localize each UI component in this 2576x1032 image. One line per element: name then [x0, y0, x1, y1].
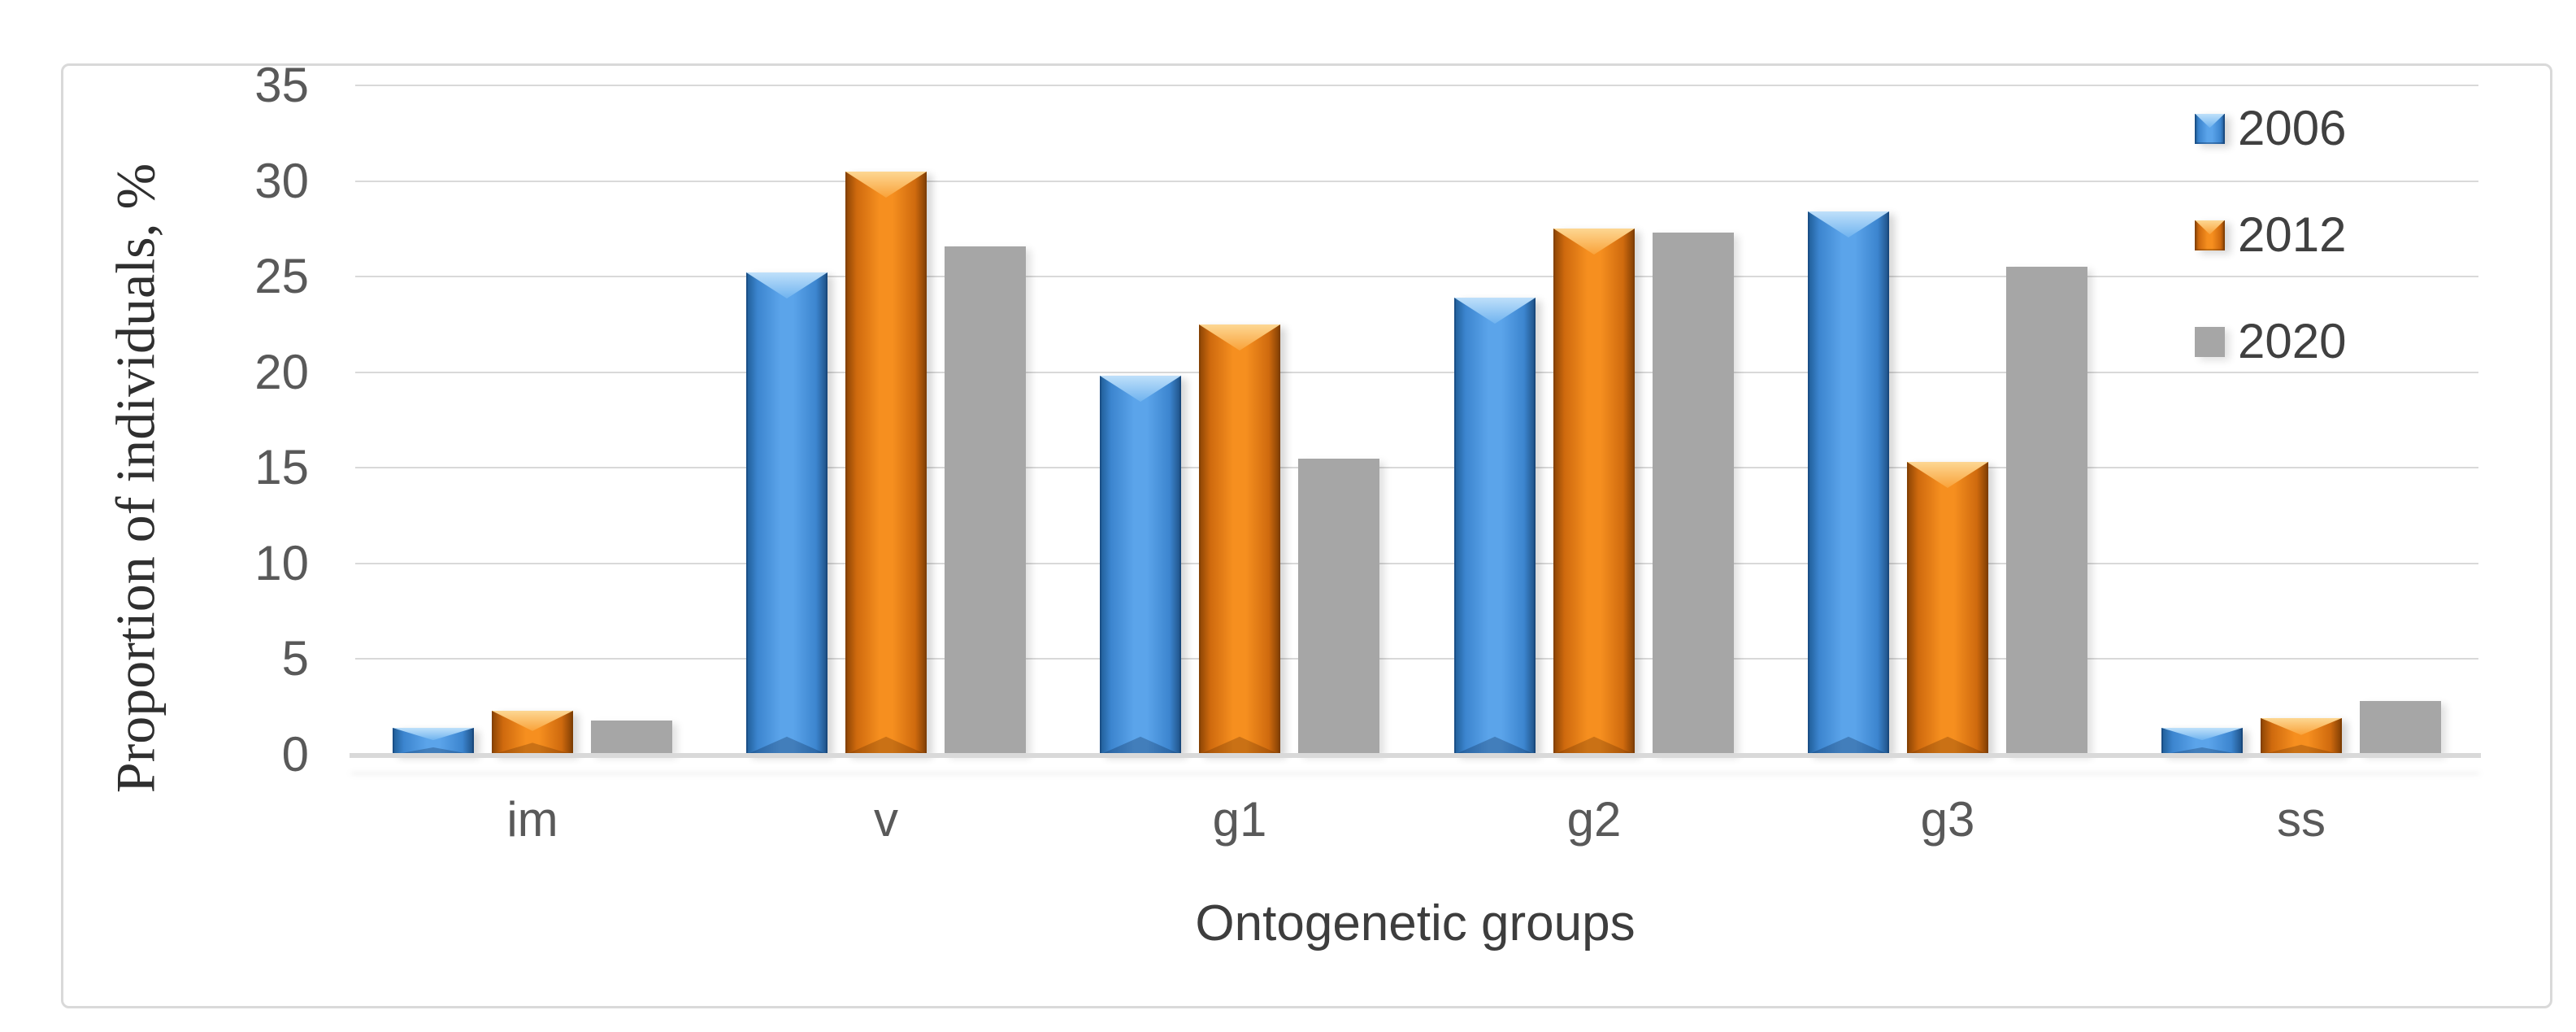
gridline-y5	[355, 658, 2478, 660]
bar-bevel-highlight	[492, 711, 573, 731]
bar-2012-ss	[2261, 718, 2342, 755]
y-tick-label-10: 10	[254, 535, 309, 590]
gridline-y35	[355, 85, 2478, 86]
gridline-y10	[355, 562, 2478, 564]
bar-bevel-highlight	[1100, 376, 1181, 402]
bar-bevel-highlight	[746, 272, 828, 298]
legend-marker-bevel	[2195, 113, 2225, 128]
bar-2020-v	[945, 246, 1026, 755]
bar-bevel-highlight	[1907, 462, 1988, 488]
y-tick-label-25: 25	[254, 249, 309, 304]
legend-item-2006: 2006	[2195, 98, 2346, 159]
bar-bevel-highlight	[1808, 211, 1889, 237]
bar-bevel-shadow	[1100, 736, 1181, 755]
x-category-label-v: v	[874, 792, 898, 847]
bar-2012-g2	[1553, 229, 1635, 755]
gridline-y30	[355, 180, 2478, 182]
x-category-label-g1: g1	[1212, 792, 1267, 847]
gridline-y20	[355, 371, 2478, 373]
bar-bevel-shadow	[1907, 736, 1988, 755]
bar-2006-g1	[1100, 376, 1181, 755]
bar-bevel-highlight	[2261, 718, 2342, 735]
bar-2020-im	[591, 721, 672, 755]
bar-bevel-highlight	[1454, 298, 1536, 324]
bar-bevel-shadow	[1454, 736, 1536, 755]
bar-2020-ss	[2360, 701, 2441, 755]
x-axis-line	[350, 753, 2481, 758]
legend-marker-2020-icon	[2195, 326, 2225, 357]
bar-2006-im	[393, 728, 474, 755]
bar-bevel-shadow	[393, 747, 474, 755]
bar-bevel-highlight	[393, 728, 474, 741]
bar-2006-g3	[1808, 211, 1889, 755]
bar-2020-g3	[2006, 267, 2087, 755]
bar-2012-g3	[1907, 462, 1988, 755]
legend-marker-2006-icon	[2195, 113, 2225, 144]
gridline-y15	[355, 467, 2478, 469]
bar-bevel-shadow	[845, 736, 927, 755]
bar-bevel-highlight	[1553, 229, 1635, 255]
bar-2006-v	[746, 272, 828, 755]
bar-2012-g1	[1199, 324, 1280, 755]
bar-bevel-shadow	[746, 736, 828, 755]
legend-label-2012: 2012	[2238, 207, 2347, 262]
x-axis-title: Ontogenetic groups	[1195, 895, 1636, 951]
bar-2006-g2	[1454, 298, 1536, 755]
legend-item-2020: 2020	[2195, 311, 2346, 372]
bar-bevel-highlight	[1199, 324, 1280, 351]
x-category-label-g3: g3	[1920, 792, 1975, 847]
legend-marker-bevel	[2195, 220, 2225, 235]
legend-label-2006: 2006	[2238, 101, 2347, 155]
bar-bevel-shadow	[1553, 736, 1635, 755]
y-tick-label-5: 5	[281, 631, 309, 686]
bar-bevel-highlight	[845, 172, 927, 198]
bar-bevel-shadow	[1199, 736, 1280, 755]
y-tick-label-20: 20	[254, 344, 309, 399]
bar-2020-g1	[1298, 459, 1379, 755]
y-tick-label-15: 15	[254, 440, 309, 495]
x-category-label-im: im	[506, 792, 558, 847]
bar-2006-ss	[2161, 728, 2243, 755]
y-tick-label-30: 30	[254, 153, 309, 208]
bar-2012-v	[845, 172, 927, 755]
gridline-y25	[355, 276, 2478, 278]
bar-bevel-highlight	[2161, 728, 2243, 741]
y-tick-label-0: 0	[281, 727, 309, 782]
y-axis-title: Proportion of individuals, %	[104, 163, 167, 794]
bar-2020-g2	[1653, 233, 1734, 755]
x-category-label-g2: g2	[1566, 792, 1622, 847]
x-category-label-ss: ss	[2277, 792, 2326, 847]
bar-bevel-shadow	[2161, 747, 2243, 755]
legend-label-2020: 2020	[2238, 314, 2347, 368]
bar-bevel-shadow	[1808, 736, 1889, 755]
legend-marker-2012-icon	[2195, 220, 2225, 250]
y-tick-label-35: 35	[254, 58, 309, 112]
legend-item-2012: 2012	[2195, 204, 2346, 266]
bar-2012-im	[492, 711, 573, 755]
